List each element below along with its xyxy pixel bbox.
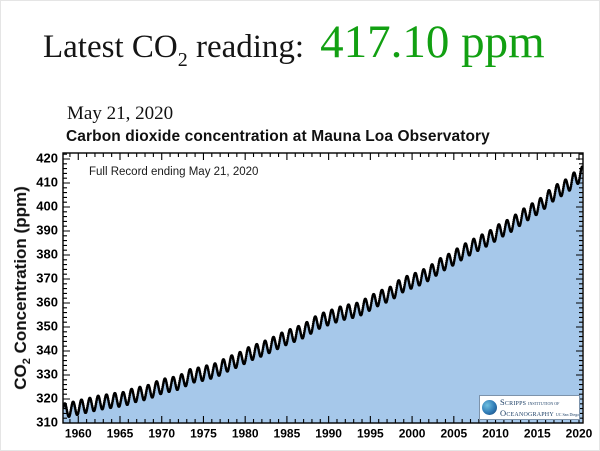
chart-date-label: May 21, 2020 — [67, 103, 174, 124]
chart-annotation: Full Record ending May 21, 2020 — [89, 166, 259, 178]
scripps-logo: Scripps INSTITUTION OF Oceanography UC San… — [479, 395, 580, 420]
scripps-logo-text: Scripps INSTITUTION OF Oceanography UC San… — [500, 397, 579, 419]
chart-title: Carbon dioxide concentration at Mauna Lo… — [66, 128, 490, 145]
globe-icon — [482, 400, 497, 415]
y-axis-title-subscript: 2 — [21, 358, 33, 365]
scripps-logo-line2: Oceanography UC San Diego — [500, 407, 580, 418]
y-axis-title-prefix: CO — [11, 364, 30, 390]
y-axis-title: CO2 Concentration (ppm) — [11, 186, 33, 390]
y-axis-title-suffix: Concentration (ppm) — [11, 186, 30, 359]
scripps-logo-line1: Scripps INSTITUTION OF — [500, 396, 560, 407]
